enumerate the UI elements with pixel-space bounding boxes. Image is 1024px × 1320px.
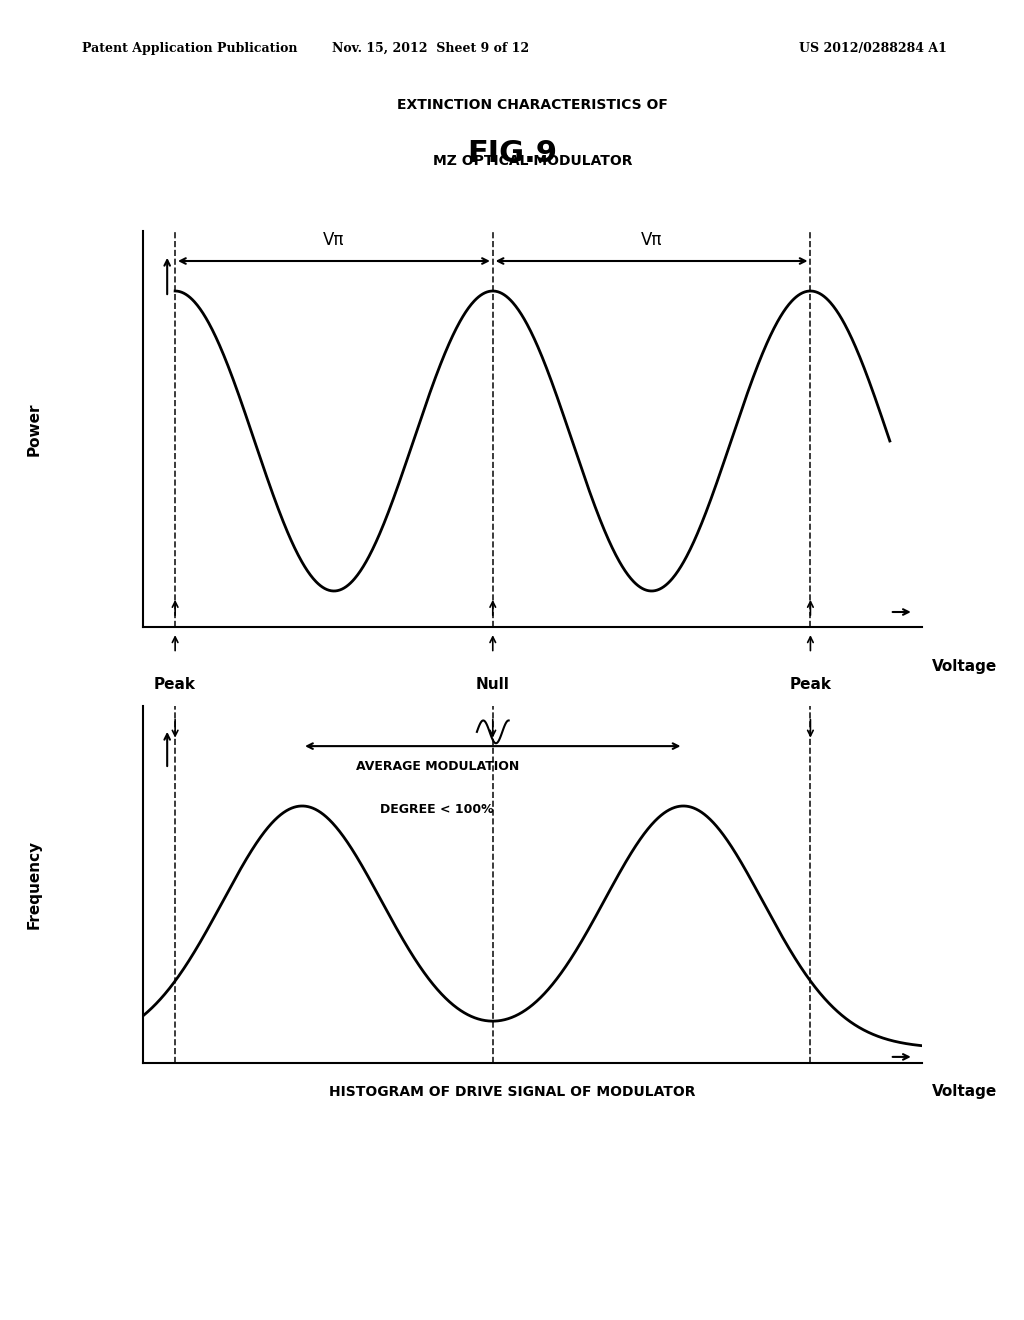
Text: Frequency: Frequency	[27, 840, 42, 929]
Text: Null: Null	[476, 677, 510, 692]
Text: Peak: Peak	[790, 677, 831, 692]
Text: Vπ: Vπ	[641, 231, 663, 249]
Text: Voltage: Voltage	[932, 659, 997, 675]
Text: DEGREE < 100%: DEGREE < 100%	[380, 803, 494, 816]
Text: MZ OPTICAL MODULATOR: MZ OPTICAL MODULATOR	[433, 153, 632, 168]
Text: Vπ: Vπ	[324, 231, 345, 249]
Text: AVERAGE MODULATION: AVERAGE MODULATION	[355, 760, 519, 774]
Text: HISTOGRAM OF DRIVE SIGNAL OF MODULATOR: HISTOGRAM OF DRIVE SIGNAL OF MODULATOR	[329, 1085, 695, 1100]
Text: Voltage: Voltage	[932, 1084, 997, 1098]
Text: EXTINCTION CHARACTERISTICS OF: EXTINCTION CHARACTERISTICS OF	[397, 98, 668, 112]
Text: Peak: Peak	[155, 677, 197, 692]
Text: US 2012/0288284 A1: US 2012/0288284 A1	[799, 42, 946, 55]
Text: Patent Application Publication: Patent Application Publication	[82, 42, 297, 55]
Text: FIG.9: FIG.9	[467, 139, 557, 168]
Text: Power: Power	[27, 403, 42, 455]
Text: Nov. 15, 2012  Sheet 9 of 12: Nov. 15, 2012 Sheet 9 of 12	[332, 42, 528, 55]
